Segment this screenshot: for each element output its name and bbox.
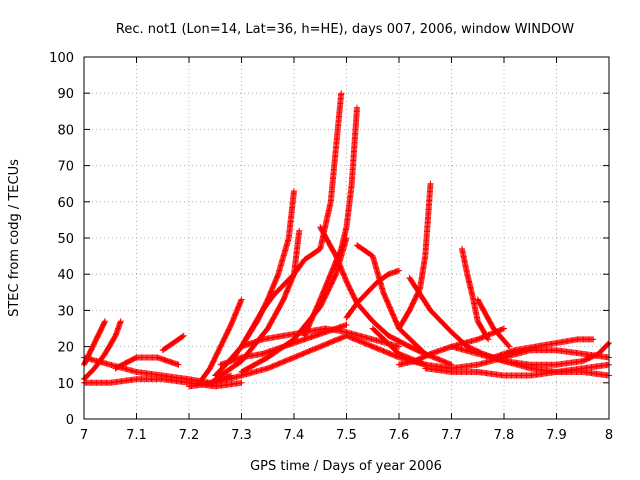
- y-tick-label: 80: [57, 123, 74, 138]
- axis-ticks: 7 7.1 7.2 7.3 7.4 7.5 7.6 7.7 7.8 7.9 801020304050…: [49, 51, 613, 443]
- data-series: [238, 325, 402, 350]
- x-tick-label: 7.6: [389, 428, 410, 443]
- x-tick-label: 7.5: [336, 428, 357, 443]
- y-tick-label: 60: [57, 196, 74, 211]
- data-point: [396, 343, 402, 350]
- data-point: [102, 318, 108, 325]
- y-tick-label: 0: [66, 413, 74, 428]
- data-series: [459, 245, 492, 343]
- x-tick-label: 7.1: [126, 428, 147, 443]
- x-tick-label: 7: [80, 428, 88, 443]
- x-tick-label: 7.7: [441, 428, 462, 443]
- data-point: [175, 361, 182, 368]
- data-series: [343, 267, 402, 321]
- y-tick-label: 40: [57, 268, 74, 283]
- data-point: [590, 336, 597, 343]
- data-series: [301, 104, 360, 339]
- data-points: [81, 90, 612, 390]
- y-tick-label: 90: [57, 87, 74, 102]
- x-axis-label: GPS time / Days of year 2006: [250, 459, 442, 474]
- data-series: [112, 354, 182, 372]
- x-tick-label: 7.4: [284, 428, 305, 443]
- data-point: [338, 90, 345, 97]
- data-series: [474, 296, 513, 350]
- data-series: [228, 90, 345, 365]
- y-tick-label: 10: [57, 377, 74, 392]
- x-tick-label: 8: [605, 428, 613, 443]
- data-series: [490, 336, 597, 361]
- y-tick-label: 100: [49, 51, 74, 66]
- data-point: [485, 336, 492, 343]
- data-series: [81, 318, 108, 368]
- data-point: [238, 379, 245, 386]
- y-tick-label: 20: [57, 341, 74, 356]
- x-tick-label: 7.2: [179, 428, 200, 443]
- x-tick-label: 7.9: [546, 428, 567, 443]
- data-point: [343, 321, 350, 328]
- data-point: [354, 104, 360, 111]
- y-tick-label: 50: [57, 232, 74, 247]
- plot-frame: [83, 56, 610, 420]
- data-point: [396, 267, 402, 274]
- data-point: [180, 332, 187, 339]
- data-series: [159, 332, 187, 354]
- data-point: [605, 340, 612, 347]
- data-point: [101, 319, 108, 326]
- y-axis-label: STEC from codg / TECUs: [7, 159, 22, 317]
- data-point: [238, 296, 245, 303]
- chart-title: Rec. not1 (Lon=14, Lat=36, h=HE), days 0…: [116, 22, 574, 37]
- data-series: [396, 180, 434, 332]
- y-tick-label: 30: [57, 304, 74, 319]
- data-point: [179, 333, 186, 340]
- x-tick-label: 7.3: [231, 428, 252, 443]
- data-point: [484, 335, 491, 342]
- data-series: [317, 224, 429, 357]
- data-point: [291, 187, 297, 194]
- data-series: [196, 296, 245, 386]
- data-point: [505, 342, 512, 349]
- data-point: [427, 180, 434, 187]
- data-series: [354, 242, 455, 368]
- data-point: [501, 325, 507, 332]
- x-tick-label: 7.8: [494, 428, 515, 443]
- data-point: [506, 343, 513, 350]
- data-point: [117, 318, 124, 325]
- data-point: [296, 227, 303, 234]
- y-tick-label: 70: [57, 160, 74, 175]
